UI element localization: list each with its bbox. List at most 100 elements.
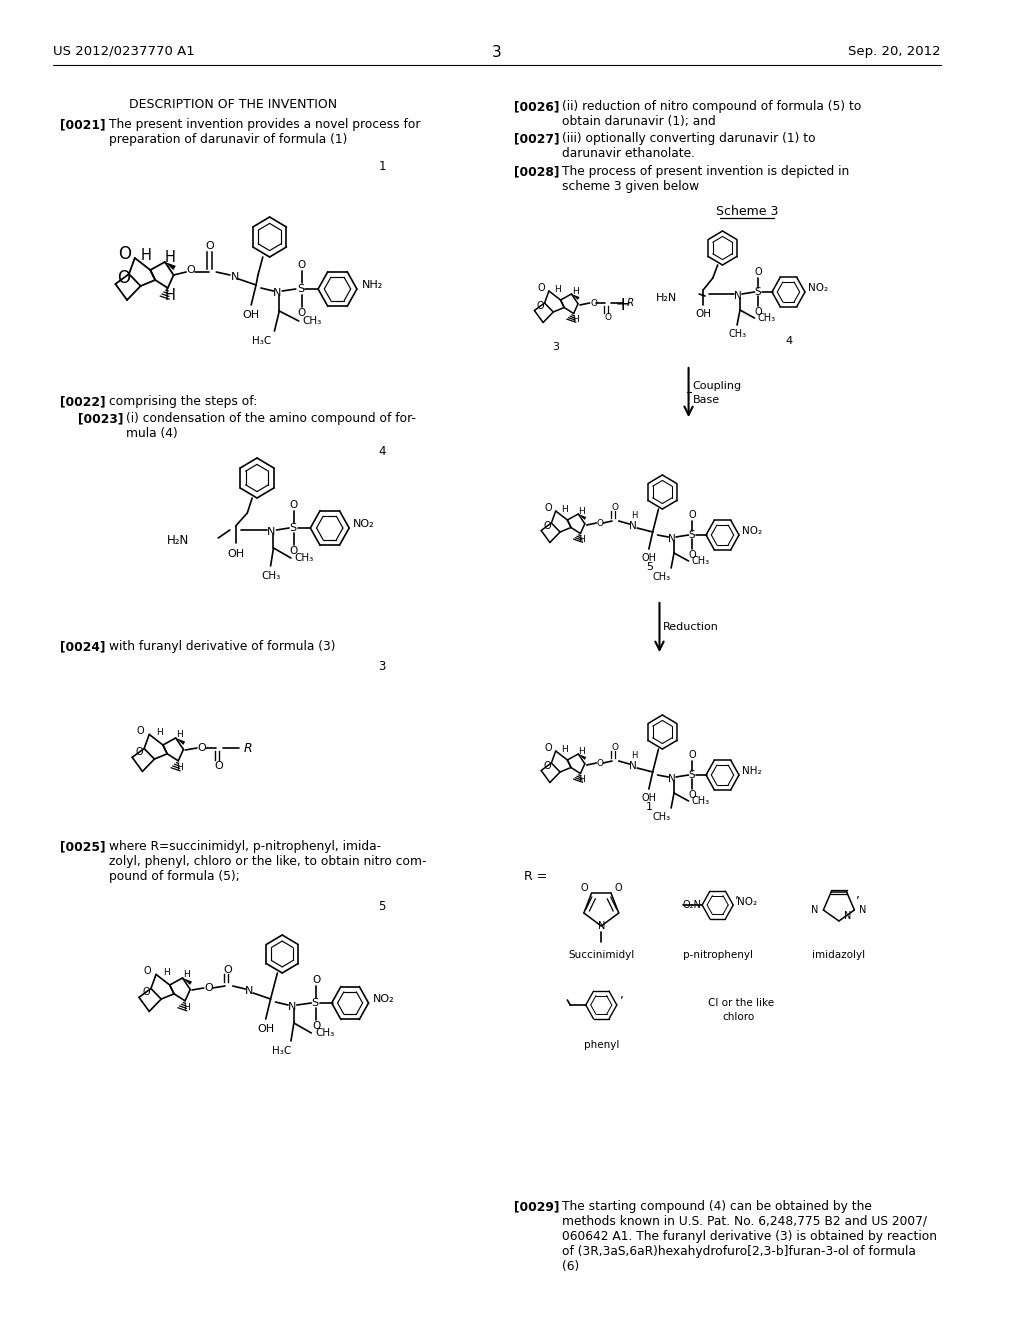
Text: zolyl, phenyl, chloro or the like, to obtain nitro com-: zolyl, phenyl, chloro or the like, to ob… — [109, 855, 426, 869]
Text: O: O — [580, 883, 588, 894]
Text: 1: 1 — [646, 803, 653, 812]
Text: CH₃: CH₃ — [315, 1028, 335, 1038]
Text: comprising the steps of:: comprising the steps of: — [109, 395, 257, 408]
Text: The process of present invention is depicted in: The process of present invention is depi… — [562, 165, 850, 178]
Text: S: S — [311, 998, 318, 1008]
Text: H: H — [176, 763, 183, 772]
Text: of (3R,3aS,6aR)hexahydrofuro[2,3-b]furan-3-ol of formula: of (3R,3aS,6aR)hexahydrofuro[2,3-b]furan… — [562, 1245, 916, 1258]
Text: darunavir ethanolate.: darunavir ethanolate. — [562, 147, 695, 160]
Text: O: O — [689, 789, 696, 800]
Text: O: O — [597, 759, 604, 767]
Text: H₃C: H₃C — [252, 337, 271, 346]
Text: (iii) optionally converting darunavir (1) to: (iii) optionally converting darunavir (1… — [562, 132, 816, 145]
Text: H₂N: H₂N — [167, 533, 189, 546]
Text: O: O — [611, 742, 618, 751]
Text: H: H — [183, 970, 190, 979]
Text: imidazolyl: imidazolyl — [812, 950, 865, 960]
Text: S: S — [290, 523, 297, 533]
Text: 4: 4 — [785, 337, 793, 346]
Text: NO₂: NO₂ — [373, 994, 394, 1005]
Text: O: O — [204, 983, 213, 993]
Text: CH₃: CH₃ — [295, 553, 314, 564]
Text: H: H — [141, 248, 152, 264]
Text: N: N — [669, 774, 676, 784]
Text: [0024]: [0024] — [60, 640, 105, 653]
Text: O: O — [615, 883, 623, 894]
Text: O: O — [298, 308, 306, 318]
Text: obtain darunavir (1); and: obtain darunavir (1); and — [562, 115, 716, 128]
Text: +: + — [614, 296, 631, 314]
Text: mula (4): mula (4) — [126, 426, 178, 440]
Text: O: O — [137, 726, 144, 737]
Text: 1: 1 — [378, 160, 386, 173]
Text: S: S — [297, 284, 304, 294]
Text: CH₃: CH₃ — [653, 572, 671, 582]
Text: H: H — [554, 285, 561, 294]
Text: CH₃: CH₃ — [728, 329, 746, 339]
Text: N: N — [273, 288, 282, 298]
Text: OH: OH — [257, 1024, 274, 1034]
Text: US 2012/0237770 A1: US 2012/0237770 A1 — [53, 45, 196, 58]
Text: H: H — [183, 1003, 190, 1012]
Text: N: N — [630, 762, 637, 771]
Text: O: O — [545, 743, 552, 752]
Text: [0029]: [0029] — [514, 1200, 559, 1213]
Text: [0023]: [0023] — [78, 412, 123, 425]
Text: O: O — [689, 510, 696, 520]
Text: 5: 5 — [378, 900, 386, 913]
Text: N: N — [859, 906, 866, 915]
Text: ,: , — [735, 888, 739, 902]
Text: O₂N: O₂N — [682, 900, 701, 909]
Text: H: H — [561, 506, 568, 513]
Text: O: O — [755, 267, 762, 277]
Text: OH: OH — [695, 309, 711, 319]
Text: O: O — [543, 521, 551, 531]
Text: S: S — [688, 531, 695, 540]
Text: H: H — [579, 775, 586, 784]
Text: with furanyl derivative of formula (3): with furanyl derivative of formula (3) — [109, 640, 335, 653]
Text: NO₂: NO₂ — [353, 519, 375, 529]
Text: CH₃: CH₃ — [653, 812, 671, 822]
Text: O: O — [597, 519, 604, 528]
Text: chloro: chloro — [723, 1012, 755, 1022]
Text: NO₂: NO₂ — [808, 282, 828, 293]
Text: Reduction: Reduction — [664, 622, 719, 632]
Text: N: N — [630, 521, 637, 531]
Text: O: O — [290, 546, 298, 556]
Text: H: H — [163, 968, 170, 977]
Text: O: O — [117, 269, 130, 286]
Text: R: R — [627, 298, 634, 308]
Text: 3: 3 — [378, 660, 386, 673]
Text: O: O — [604, 313, 611, 322]
Text: The starting compound (4) can be obtained by the: The starting compound (4) can be obtaine… — [562, 1200, 872, 1213]
Text: Coupling: Coupling — [692, 381, 741, 391]
Polygon shape — [176, 738, 185, 744]
Text: The present invention provides a novel process for: The present invention provides a novel p… — [109, 117, 420, 131]
Text: DESCRIPTION OF THE INVENTION: DESCRIPTION OF THE INVENTION — [129, 98, 337, 111]
Text: H: H — [571, 315, 579, 323]
Text: N: N — [669, 535, 676, 544]
Text: phenyl: phenyl — [584, 1040, 618, 1049]
Text: H: H — [579, 747, 586, 755]
Text: O: O — [298, 260, 306, 271]
Text: O: O — [538, 282, 546, 293]
Text: O: O — [215, 762, 223, 771]
Text: O: O — [611, 503, 618, 511]
Polygon shape — [182, 978, 193, 985]
Text: N: N — [288, 1002, 296, 1012]
Text: 060642 A1. The furanyl derivative (3) is obtained by reaction: 060642 A1. The furanyl derivative (3) is… — [562, 1230, 938, 1243]
Text: H: H — [631, 751, 638, 759]
Text: H₃C: H₃C — [271, 1045, 291, 1056]
Text: (6): (6) — [562, 1261, 580, 1272]
Text: [0025]: [0025] — [60, 840, 105, 853]
Text: O: O — [543, 762, 551, 771]
Text: O: O — [590, 298, 597, 308]
Text: O: O — [186, 265, 196, 275]
Text: H: H — [571, 286, 579, 296]
Text: CH₃: CH₃ — [691, 556, 710, 566]
Text: O: O — [755, 308, 762, 317]
Polygon shape — [579, 513, 587, 520]
Text: N: N — [230, 272, 239, 282]
Text: scheme 3 given below: scheme 3 given below — [562, 180, 699, 193]
Text: Base: Base — [692, 395, 720, 405]
